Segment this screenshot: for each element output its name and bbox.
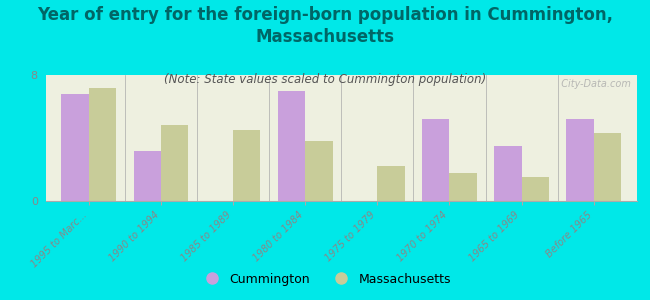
Bar: [377, 166, 405, 201]
Text: Year of entry for the foreign-born population in Cummington,
Massachusetts: Year of entry for the foreign-born popul…: [37, 6, 613, 46]
Bar: [61, 94, 89, 201]
Text: City-Data.com: City-Data.com: [555, 79, 631, 89]
Bar: [133, 151, 161, 201]
Bar: [422, 119, 449, 201]
Legend: Cummington, Massachusetts: Cummington, Massachusetts: [194, 268, 456, 291]
Bar: [593, 133, 621, 201]
Bar: [233, 130, 261, 201]
Bar: [278, 91, 306, 201]
Bar: [566, 119, 593, 201]
Bar: [494, 146, 521, 201]
Bar: [306, 141, 333, 201]
Text: (Note: State values scaled to Cummington population): (Note: State values scaled to Cummington…: [164, 74, 486, 86]
Bar: [449, 173, 477, 201]
Bar: [161, 125, 188, 201]
Bar: [89, 88, 116, 201]
Bar: [521, 177, 549, 201]
